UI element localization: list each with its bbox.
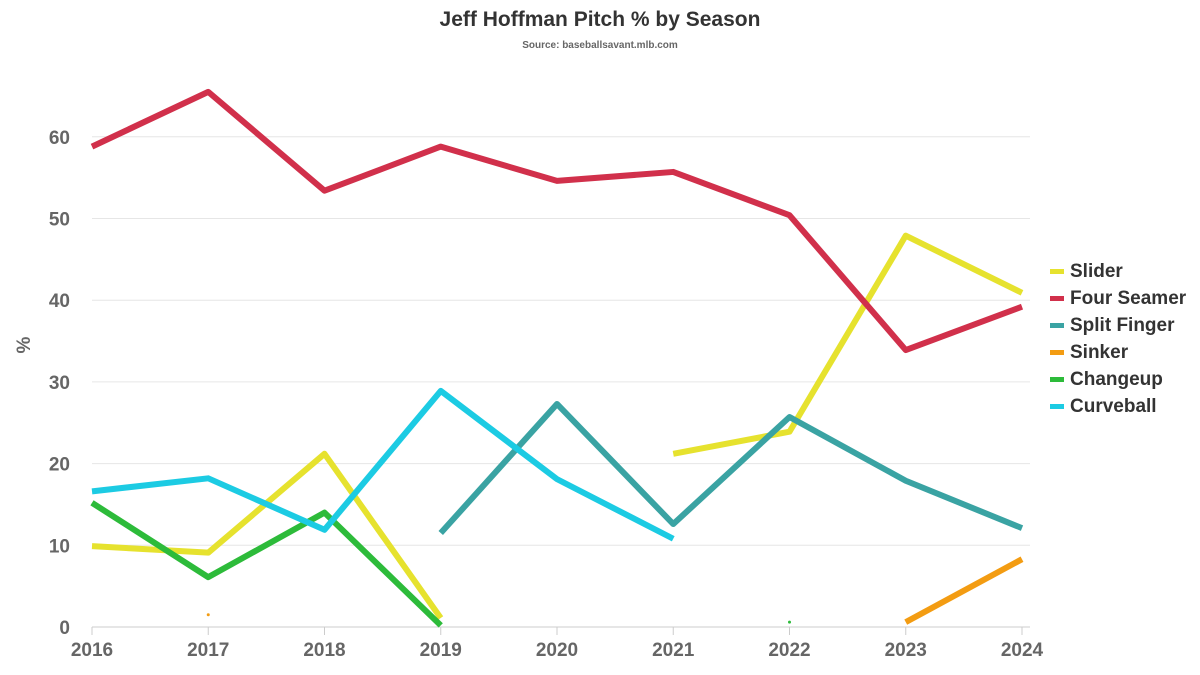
chart-subtitle: Source: baseballsavant.mlb.com xyxy=(522,40,678,51)
y-tick-label: 20 xyxy=(49,455,70,476)
series-curveball xyxy=(91,387,675,542)
y-tick-label: 0 xyxy=(59,618,70,639)
legend-item[interactable]: Changeup xyxy=(1050,366,1186,393)
legend-swatch xyxy=(1050,296,1064,301)
legend-swatch xyxy=(1050,404,1064,409)
series-slider xyxy=(91,232,1024,620)
legend: Slider Four Seamer Split Finger Sinker Chang… xyxy=(1050,258,1186,420)
series-line xyxy=(91,387,675,542)
legend-label: Slider xyxy=(1070,260,1123,282)
y-tick-label: 50 xyxy=(49,210,70,231)
legend-swatch xyxy=(1050,377,1064,382)
x-tick-label: 2018 xyxy=(303,640,345,661)
x-tick-label: 2023 xyxy=(885,640,927,661)
y-tick-label: 40 xyxy=(49,291,70,312)
y-tick-label: 60 xyxy=(49,128,70,149)
y-axis-label: % xyxy=(14,336,35,353)
legend-item[interactable]: Four Seamer xyxy=(1050,285,1186,312)
x-tick-label: 2022 xyxy=(768,640,810,661)
series-line xyxy=(904,556,1024,625)
legend-label: Four Seamer xyxy=(1070,287,1187,309)
legend-label: Sinker xyxy=(1070,341,1129,363)
series-line xyxy=(672,232,1024,457)
legend-swatch xyxy=(1050,269,1064,274)
series-line xyxy=(438,400,1024,536)
x-tick-label: 2021 xyxy=(652,640,695,661)
data-point xyxy=(788,620,791,624)
data-point xyxy=(206,613,210,617)
series-line xyxy=(90,88,1024,354)
x-tick-label: 2019 xyxy=(420,640,462,661)
series-changeup xyxy=(90,500,791,628)
legend-item[interactable]: Slider xyxy=(1050,258,1186,285)
chart-title: Jeff Hoffman Pitch % by Season xyxy=(439,8,761,31)
series-four-seamer xyxy=(90,88,1024,354)
series-split-finger xyxy=(438,400,1024,536)
series-line xyxy=(90,500,443,628)
y-tick-label: 30 xyxy=(49,373,70,394)
legend-item[interactable]: Sinker xyxy=(1050,339,1186,366)
series-sinker xyxy=(206,556,1024,625)
legend-item[interactable]: Split Finger xyxy=(1050,312,1186,339)
x-tick-label: 2020 xyxy=(536,640,578,661)
legend-label: Split Finger xyxy=(1070,314,1175,336)
legend-label: Curveball xyxy=(1070,395,1157,417)
legend-item[interactable]: Curveball xyxy=(1050,393,1186,420)
x-tick-label: 2016 xyxy=(71,640,113,661)
legend-swatch xyxy=(1050,350,1064,355)
x-tick-label: 2017 xyxy=(187,640,229,661)
legend-swatch xyxy=(1050,323,1064,328)
y-tick-label: 10 xyxy=(49,536,70,557)
x-tick-label: 2024 xyxy=(1001,640,1044,661)
legend-label: Changeup xyxy=(1070,368,1163,390)
